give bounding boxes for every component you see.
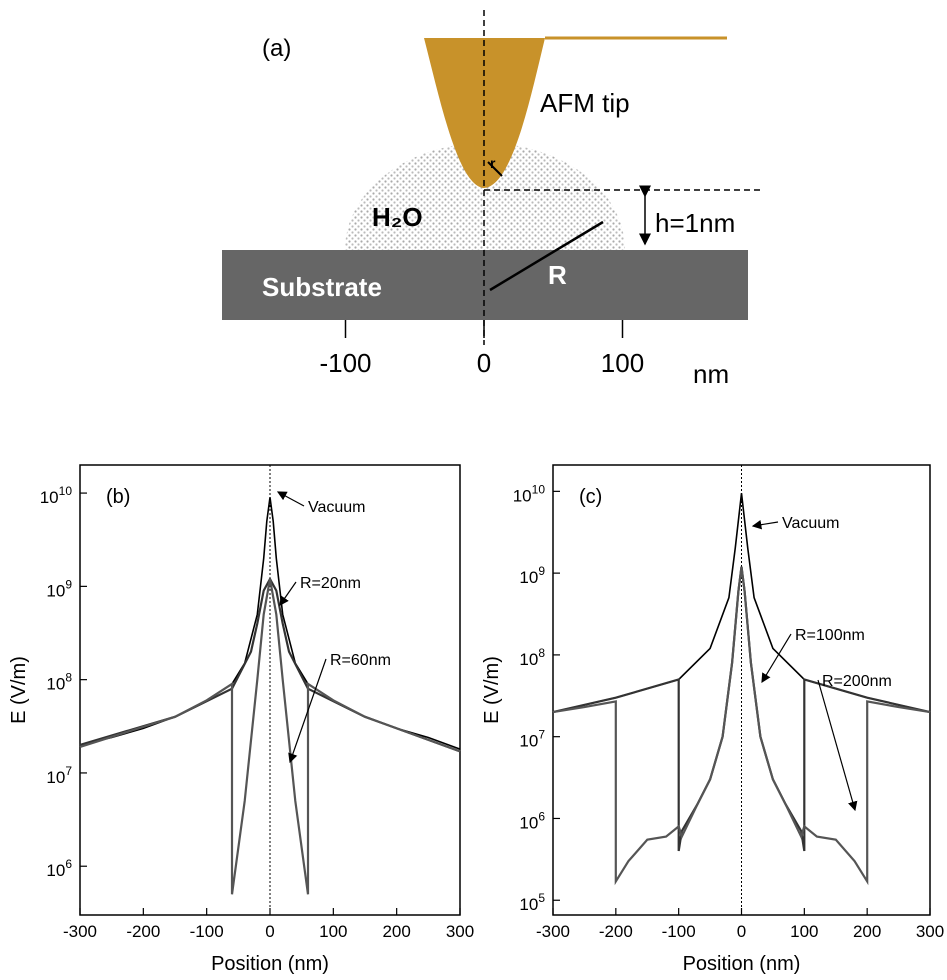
x-tick-label: 300 bbox=[446, 922, 474, 941]
x-tick-label: -200 bbox=[126, 922, 160, 941]
series-line bbox=[79, 578, 461, 895]
x-tick-label: 0 bbox=[737, 922, 746, 941]
series-annotation: Vacuum bbox=[308, 499, 366, 516]
series-line bbox=[552, 566, 931, 886]
y-tick-label: 1010 bbox=[513, 482, 546, 505]
chart: -300 -200 -100 0 100 200 300 105 106 107 108 109 101… bbox=[481, 464, 944, 975]
y-tick-label: 107 bbox=[519, 728, 545, 751]
substrate bbox=[222, 250, 748, 320]
x-tick-label: -100 bbox=[662, 922, 696, 941]
y-tick-label: 109 bbox=[519, 564, 545, 587]
y-tick-label: 108 bbox=[46, 671, 72, 694]
panel-label: (a) bbox=[262, 35, 291, 62]
y-tick-label: 107 bbox=[46, 764, 72, 787]
x-tick-label: 0 bbox=[265, 922, 274, 941]
annotation-arrow bbox=[279, 581, 297, 606]
water-label: H₂O bbox=[372, 202, 423, 232]
annotation-arrow bbox=[761, 633, 792, 684]
diagram-tick-label: -100 bbox=[319, 348, 371, 378]
droplet-radius-line bbox=[489, 220, 604, 292]
x-tick-label: 200 bbox=[853, 922, 881, 941]
annotation-arrow bbox=[276, 491, 305, 507]
series-annotation: R=100nm bbox=[795, 627, 865, 644]
x-tick-label: 200 bbox=[382, 922, 410, 941]
panel-label: (b) bbox=[106, 486, 130, 508]
x-tick-label: -100 bbox=[190, 922, 224, 941]
series-annotation: Vacuum bbox=[782, 515, 840, 532]
diagram: (a) AFM tip r H₂O h=1nm Substrate R nm bbox=[222, 10, 762, 389]
height-label: h=1nm bbox=[655, 208, 735, 238]
y-tick-label: 109 bbox=[46, 577, 72, 600]
panel-label: (c) bbox=[579, 486, 602, 508]
y-axis-title: E (V/m) bbox=[8, 656, 30, 724]
y-axis-title: E (V/m) bbox=[481, 656, 503, 724]
x-tick-label: 100 bbox=[319, 922, 347, 941]
y-tick-label: 106 bbox=[46, 857, 72, 880]
unit-label: nm bbox=[693, 359, 729, 389]
x-tick-label: -300 bbox=[536, 922, 570, 941]
annotation-arrow bbox=[751, 519, 779, 530]
annotation-arrow bbox=[817, 679, 858, 812]
series-annotation: R=20nm bbox=[300, 575, 361, 592]
x-tick-label: -200 bbox=[599, 922, 633, 941]
diagram-tick-label: 100 bbox=[601, 348, 644, 378]
y-tick-label: 105 bbox=[519, 891, 545, 914]
diagram-tick-label: 0 bbox=[477, 348, 491, 378]
radius-line bbox=[487, 161, 503, 177]
substrate-label: Substrate bbox=[262, 272, 382, 302]
chart: -300 -200 -100 0 100 200 300 106 107 108 109 1010 Va… bbox=[8, 464, 474, 975]
x-tick-label: -300 bbox=[63, 922, 97, 941]
x-tick-label: 300 bbox=[916, 922, 944, 941]
y-tick-label: 1010 bbox=[40, 484, 73, 507]
x-axis-title: Position (nm) bbox=[211, 953, 329, 975]
series-annotation: R=60nm bbox=[330, 652, 391, 669]
y-tick-label: 106 bbox=[519, 809, 545, 832]
series-line bbox=[79, 497, 461, 750]
y-tick-label: 108 bbox=[519, 646, 545, 669]
water-droplet bbox=[345, 143, 625, 250]
x-axis-title: Position (nm) bbox=[683, 953, 801, 975]
x-tick-label: 100 bbox=[790, 922, 818, 941]
tip-label: AFM tip bbox=[540, 88, 630, 118]
tip-radius-label: r bbox=[490, 155, 496, 171]
annotation-arrow bbox=[288, 658, 327, 764]
series-annotation: R=200nm bbox=[822, 673, 892, 690]
droplet-radius-label: R bbox=[548, 260, 567, 290]
